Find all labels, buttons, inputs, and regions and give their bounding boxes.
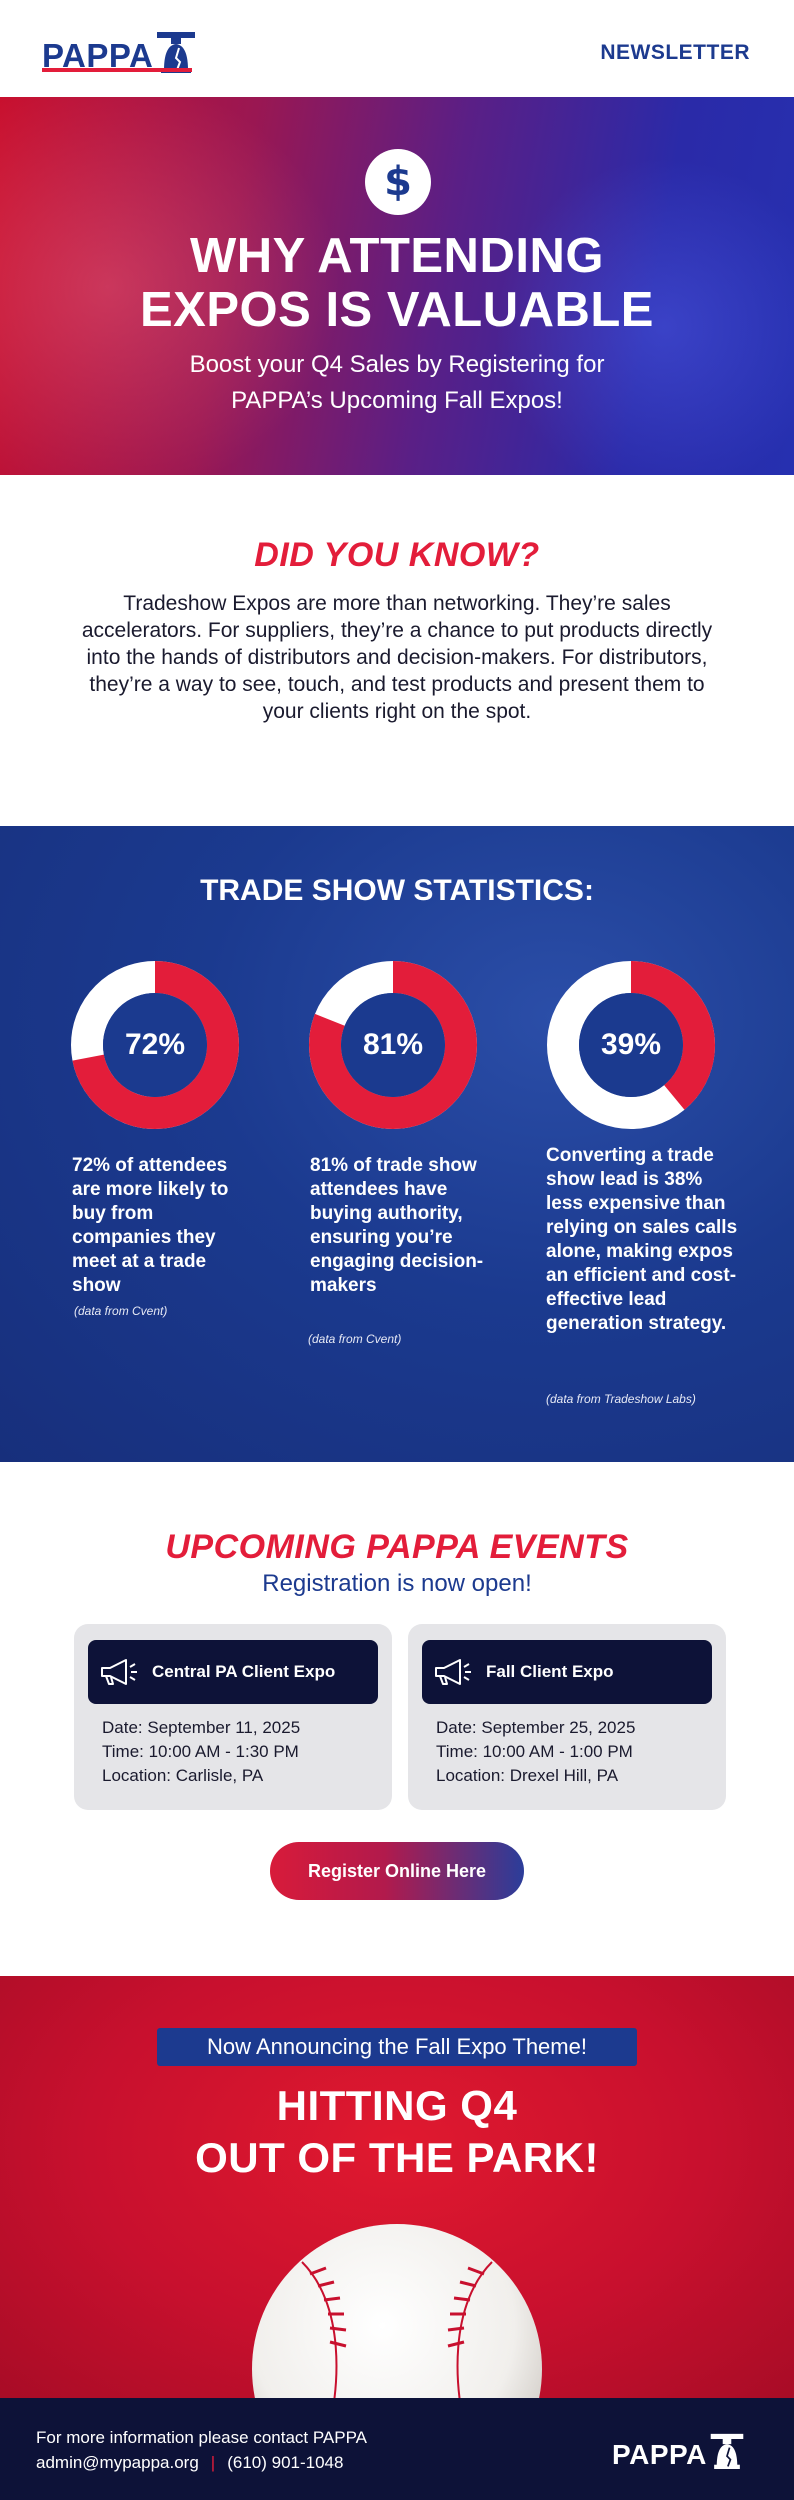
logo-underline xyxy=(42,68,192,72)
footer: For more information please contact PAPP… xyxy=(0,2398,794,2500)
event-time: Time: 10:00 AM - 1:30 PM xyxy=(102,1742,299,1761)
header: PAPPA NEWSLETTER xyxy=(0,0,794,97)
event-details: Date: September 25, 2025 Time: 10:00 AM … xyxy=(436,1716,635,1788)
stat-description: 72% of attendees are more likely to buy … xyxy=(72,1155,229,1296)
event-date: Date: September 11, 2025 xyxy=(102,1718,301,1737)
statistics-title: TRADE SHOW STATISTICS: xyxy=(200,874,594,907)
statistics-section: TRADE SHOW STATISTICS: 72% 72% of attend… xyxy=(0,826,794,1462)
stat-description: Converting a trade show lead is 38% less… xyxy=(546,1145,738,1334)
megaphone-icon xyxy=(101,1659,137,1685)
footer-contact-details: admin@mypappa.org | (610) 901-1048 xyxy=(36,2453,343,2473)
dollar-icon: $ xyxy=(365,149,431,215)
stat-source: (data from Cvent) xyxy=(74,1304,168,1318)
event-card: Fall Client Expo Date: September 25, 202… xyxy=(408,1624,726,1810)
hero-title: WHY ATTENDING EXPOS IS VALUABLE xyxy=(0,229,794,337)
theme-title-line1: HITTING Q4 xyxy=(276,2082,518,2129)
theme-title-line2: OUT OF THE PARK! xyxy=(195,2134,599,2181)
event-time: Time: 10:00 AM - 1:00 PM xyxy=(436,1742,633,1761)
hero-title-line1: WHY ATTENDING xyxy=(190,229,604,283)
events-title: UPCOMING PAPPA EVENTS xyxy=(165,1528,629,1566)
stat-value: 72% xyxy=(124,1028,186,1061)
stat-source: (data from Tradeshow Labs) xyxy=(546,1392,696,1406)
fall-theme-banner: Now Announcing the Fall Expo Theme! HITT… xyxy=(0,1976,794,2398)
theme-announcement: Now Announcing the Fall Expo Theme! xyxy=(157,2028,637,2066)
liberty-bell-icon xyxy=(710,2433,744,2469)
event-details: Date: September 11, 2025 Time: 10:00 AM … xyxy=(102,1716,300,1788)
did-you-know-title: DID YOU KNOW? xyxy=(254,536,540,574)
event-date: Date: September 25, 2025 xyxy=(436,1718,636,1737)
footer-separator: | xyxy=(210,2453,216,2472)
footer-pappa-logo[interactable]: PAPPA xyxy=(612,2430,745,2470)
event-card-header: Fall Client Expo xyxy=(422,1640,712,1704)
stat-description: 81% of trade show attendees have buying … xyxy=(310,1155,484,1296)
newsletter-link[interactable]: NEWSLETTER xyxy=(600,41,750,64)
stat-value: 39% xyxy=(600,1028,662,1061)
footer-email-link[interactable]: admin@mypappa.org xyxy=(36,2453,199,2472)
footer-logo-text: PAPPA xyxy=(612,2439,707,2470)
hero-subtitle-line1: Boost your Q4 Sales by Registering for xyxy=(189,351,605,378)
register-online-button[interactable]: Register Online Here xyxy=(270,1842,524,1900)
hero-subtitle-line2: PAPPA’s Upcoming Fall Expos! xyxy=(231,387,563,414)
pappa-logo[interactable]: PAPPA xyxy=(42,26,197,74)
baseball-icon xyxy=(252,2224,542,2398)
event-card-header: Central PA Client Expo xyxy=(88,1640,378,1704)
hero-banner: $ WHY ATTENDING EXPOS IS VALUABLE Boost … xyxy=(0,97,794,475)
event-name: Fall Client Expo xyxy=(486,1662,614,1681)
hero-subtitle: Boost your Q4 Sales by Registering for P… xyxy=(0,347,794,419)
footer-contact-line: For more information please contact PAPP… xyxy=(36,2428,368,2447)
logo-text: PAPPA xyxy=(42,37,154,74)
stat-source: (data from Cvent) xyxy=(308,1332,402,1346)
stat-donut xyxy=(71,961,239,1129)
events-subtitle: Registration is now open! xyxy=(262,1570,532,1597)
hero-title-line2: EXPOS IS VALUABLE xyxy=(139,283,654,337)
footer-phone[interactable]: (610) 901-1048 xyxy=(227,2453,344,2472)
event-name: Central PA Client Expo xyxy=(152,1662,336,1681)
megaphone-icon xyxy=(435,1659,471,1685)
did-you-know-body: Tradeshow Expos are more than networking… xyxy=(81,592,713,723)
event-location: Location: Drexel Hill, PA xyxy=(436,1766,619,1785)
event-location: Location: Carlisle, PA xyxy=(102,1766,264,1785)
theme-title: HITTING Q4 OUT OF THE PARK! xyxy=(0,2080,794,2184)
stat-value: 81% xyxy=(362,1028,424,1061)
stat-donut xyxy=(309,961,477,1129)
event-card: Central PA Client Expo Date: September 1… xyxy=(74,1624,392,1810)
stat-donut xyxy=(547,961,715,1129)
